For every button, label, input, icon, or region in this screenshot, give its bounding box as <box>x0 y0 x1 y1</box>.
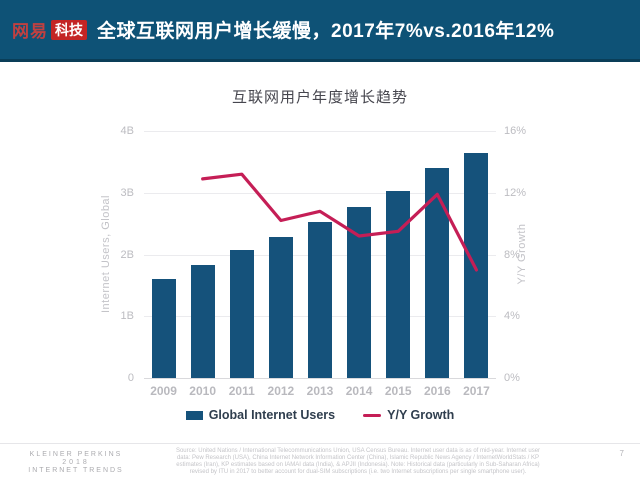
brand-line-3: INTERNET TRENDS <box>28 467 124 474</box>
gridline <box>144 131 496 132</box>
left-tick-3B: 3B <box>120 186 134 199</box>
source-note: Source: United Nations / International T… <box>156 448 560 476</box>
right-tick-0%: 0% <box>504 372 520 384</box>
x-label-2011: 2011 <box>228 384 255 398</box>
x-label-2010: 2010 <box>189 384 216 398</box>
bar-2017 <box>464 152 489 378</box>
bar-2013 <box>308 222 332 378</box>
gridline <box>144 378 496 379</box>
legend-item-bar: Global Internet Users <box>185 408 336 422</box>
netease-tech-logo: 网易 科技 <box>12 17 87 42</box>
x-label-2012: 2012 <box>267 384 295 398</box>
right-tick-12%: 12% <box>504 186 527 199</box>
brand-line-1: KLEINER PERKINS <box>29 451 123 458</box>
x-label-2013: 2013 <box>306 384 334 398</box>
chart-title: 互联网用户年度增长趋势 <box>231 89 408 106</box>
x-label-2009: 2009 <box>150 384 177 398</box>
x-label-2015: 2015 <box>384 384 412 398</box>
source-line: Source: United Nations / International T… <box>175 448 541 454</box>
brand-line-2: 2018 <box>62 459 90 466</box>
legend-item-line: Y/Y Growth <box>363 408 454 422</box>
right-tick-4%: 4% <box>504 310 520 323</box>
left-tick-1B: 1B <box>120 310 134 323</box>
footer-divider <box>0 443 640 444</box>
source-line: estimates (Iran), KP estimates based on … <box>176 462 540 468</box>
plot-area <box>144 131 496 379</box>
right-tick-8%: 8% <box>504 248 520 261</box>
bar-2010 <box>190 265 215 378</box>
line-series-swatch <box>363 413 382 417</box>
gridline <box>144 192 496 194</box>
bar-2009 <box>151 278 176 378</box>
growth-line-svg <box>201 172 478 272</box>
x-label-2014: 2014 <box>345 384 373 398</box>
bar-2012 <box>268 237 293 378</box>
netease-logo-text: 网易 <box>12 22 48 41</box>
left-tick-4B: 4B <box>120 125 134 137</box>
x-label-2016: 2016 <box>423 384 451 398</box>
right-tick-16%: 16% <box>504 125 527 137</box>
line-series-label: Y/Y Growth <box>387 408 455 422</box>
tech-logo-badge: 科技 <box>51 19 87 40</box>
left-tick-0: 0 <box>127 372 134 384</box>
chart-legend: Global Internet Users Y/Y Growth <box>0 408 640 422</box>
kleiner-perkins-brand: KLEINER PERKINS 2018 INTERNET TRENDS <box>0 451 152 475</box>
x-label-2017: 2017 <box>463 384 490 398</box>
source-line: revised by ITU in 2017 to better account… <box>189 469 527 475</box>
source-line: data: Pew Research (USA), China Internet… <box>176 455 540 461</box>
bar-series-label: Global Internet Users <box>208 408 336 422</box>
bar-series-swatch <box>185 410 203 420</box>
header-bar: 网易 科技 全球互联网用户增长缓慢，2017年7%vs.2016年12% <box>0 0 640 62</box>
page-number: 7 <box>619 449 624 458</box>
left-tick-2B: 2B <box>120 248 134 261</box>
page-title: 全球互联网用户增长缓慢，2017年7%vs.2016年12% <box>97 21 555 42</box>
growth-line <box>201 172 478 272</box>
bar-2011 <box>229 250 254 378</box>
